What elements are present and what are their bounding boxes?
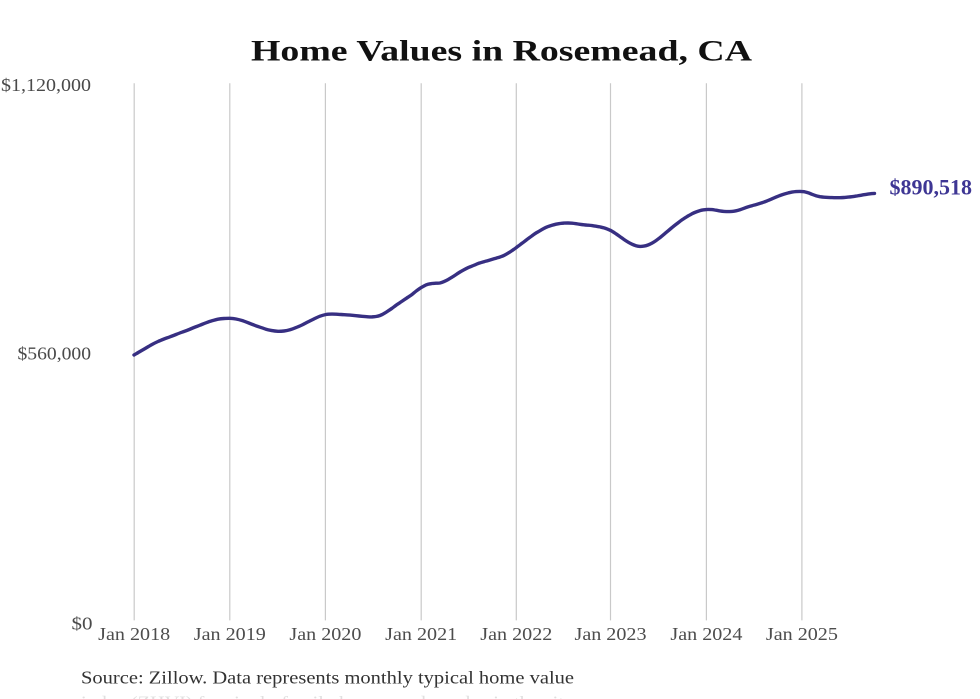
- svg-text:Jan 2025: Jan 2025: [766, 624, 838, 644]
- svg-text:index (ZHVI) for single-family: index (ZHVI) for single-family homes and…: [81, 693, 574, 699]
- svg-text:Home Values in Rosemead, CA: Home Values in Rosemead, CA: [251, 34, 752, 67]
- svg-text:$560,000: $560,000: [18, 344, 92, 364]
- svg-text:Source: Zillow. Data represent: Source: Zillow. Data represents monthly …: [81, 667, 574, 687]
- svg-text:Jan 2018: Jan 2018: [98, 624, 170, 644]
- svg-text:Jan 2022: Jan 2022: [480, 624, 552, 644]
- svg-text:$0: $0: [72, 614, 93, 634]
- svg-text:Jan 2024: Jan 2024: [670, 624, 742, 644]
- svg-text:$1,120,000: $1,120,000: [1, 75, 91, 95]
- svg-text:Jan 2020: Jan 2020: [289, 624, 361, 644]
- svg-text:Jan 2019: Jan 2019: [194, 624, 266, 644]
- svg-text:Jan 2023: Jan 2023: [575, 624, 647, 644]
- svg-text:$890,518: $890,518: [890, 175, 973, 200]
- svg-text:Jan 2021: Jan 2021: [385, 624, 457, 644]
